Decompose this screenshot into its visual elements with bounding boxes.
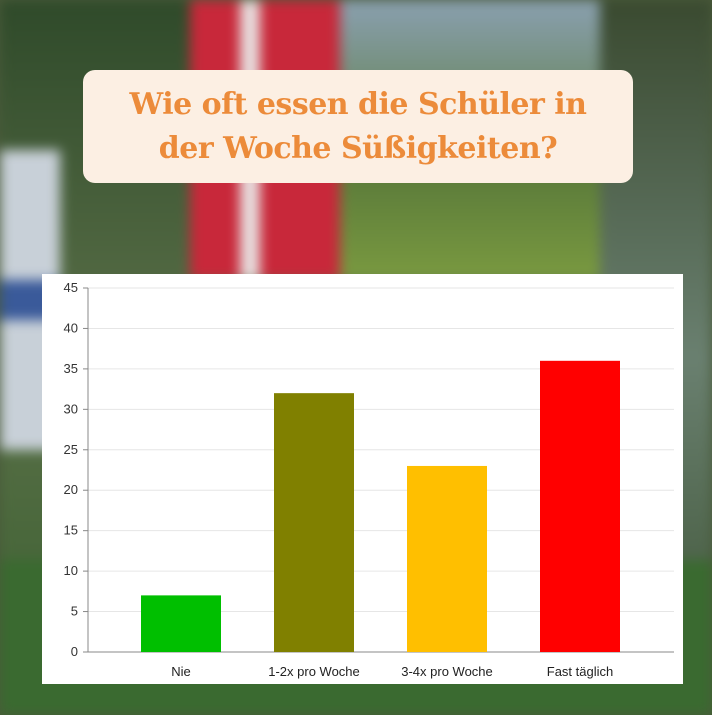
y-tick-label: 10 <box>64 563 78 578</box>
x-category-label: 1-2x pro Woche <box>268 664 360 679</box>
bar-fast-t-glich <box>540 360 620 652</box>
title-banner: Wie oft essen die Schüler in der Woche S… <box>83 70 633 183</box>
chart-svg: 0 5 10 15 20 25 30 35 40 45 Nie 1-2x pro Woche 3-4x … <box>64 280 674 679</box>
x-category-label: 3-4x pro Woche <box>401 664 493 679</box>
bar-1-2x-pro-woche <box>274 393 354 652</box>
y-tick-label: 5 <box>71 604 78 619</box>
y-tick-label: 40 <box>64 320 78 335</box>
y-tick-label: 20 <box>64 482 78 497</box>
y-tick-label: 15 <box>64 523 78 538</box>
bar-chart: 0 5 10 15 20 25 30 35 40 45 Nie 1-2x pro Woche 3-4x … <box>42 274 683 684</box>
x-category-label: Fast täglich <box>547 664 613 679</box>
x-category-label: Nie <box>171 664 191 679</box>
title-text: Wie oft essen die Schüler in der Woche S… <box>129 86 587 166</box>
y-tick-label: 25 <box>64 442 78 457</box>
y-tick-label: 45 <box>64 280 78 295</box>
y-tick-label: 35 <box>64 361 78 376</box>
y-tick-label: 30 <box>64 401 78 416</box>
bar-nie <box>141 595 221 652</box>
y-tick-label: 0 <box>71 644 78 659</box>
bar-3-4x-pro-woche <box>407 465 487 652</box>
